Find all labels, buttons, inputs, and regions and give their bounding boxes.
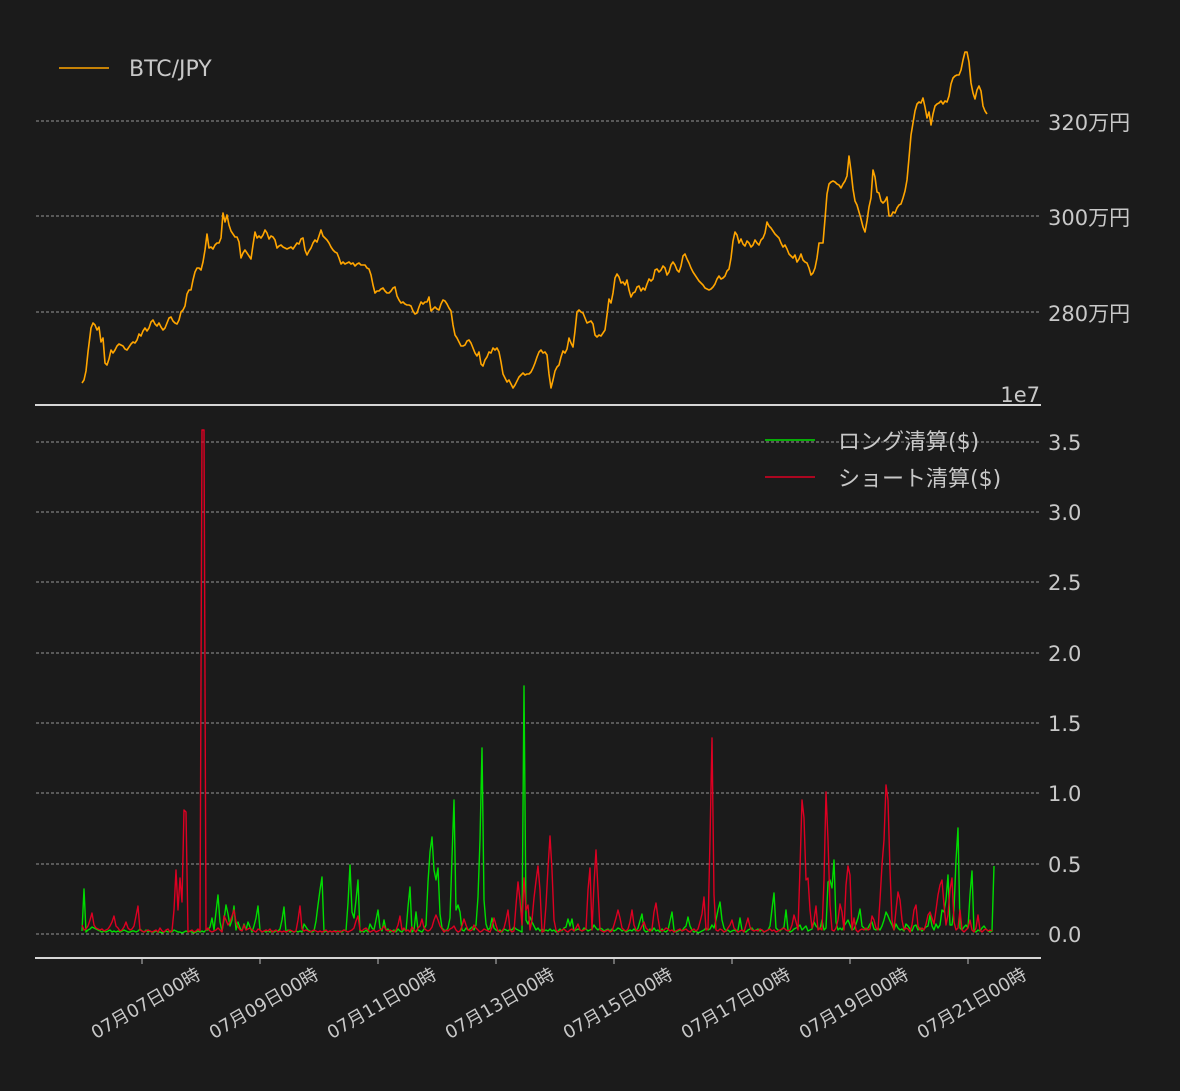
legend-short-label: ショート清算($) xyxy=(838,467,1001,492)
y-tick-3.0: 3.0 xyxy=(1048,501,1081,525)
x-tick-label: 07月13日00時 xyxy=(442,964,559,1044)
btc-price-line xyxy=(81,51,988,389)
x-tick-label: 07月09日00時 xyxy=(206,964,323,1044)
legend-long-label: ロング清算($) xyxy=(838,430,979,455)
y-tick-1.0: 1.0 xyxy=(1048,782,1081,806)
offset-text: 1e7 xyxy=(1000,383,1040,407)
y-tick-2.5: 2.5 xyxy=(1048,571,1081,595)
y-tick-280: 280万円 xyxy=(1048,302,1130,326)
y-tick-0.5: 0.5 xyxy=(1048,853,1081,877)
short-liquidation-line xyxy=(81,429,993,933)
liquidation-panel: 3.5 3.0 2.5 2.0 1.5 1.0 0.5 0.0 ロング清算($)… xyxy=(35,429,1081,1044)
x-tick-label: 07月21日00時 xyxy=(914,964,1031,1044)
y-tick-1.5: 1.5 xyxy=(1048,712,1081,736)
legend-btc-label: BTC/JPY xyxy=(129,57,212,82)
y-tick-0.0: 0.0 xyxy=(1048,923,1081,947)
x-ticks xyxy=(141,959,969,964)
x-tick-label: 07月07日00時 xyxy=(88,964,205,1044)
y-tick-3.5: 3.5 xyxy=(1048,431,1081,455)
y-tick-320: 320万円 xyxy=(1048,111,1130,135)
x-tick-label: 07月19日00時 xyxy=(796,964,913,1044)
x-tick-label: 07月17日00時 xyxy=(678,964,795,1044)
y-tick-2.0: 2.0 xyxy=(1048,642,1081,666)
y-tick-300: 300万円 xyxy=(1048,206,1130,230)
x-tick-label: 07月15日00時 xyxy=(560,964,677,1044)
long-liquidation-line xyxy=(81,685,995,934)
x-tick-labels: 07月07日00時 07月09日00時 07月11日00時 07月13日00時 … xyxy=(88,964,1031,1044)
price-legend: BTC/JPY xyxy=(59,57,212,82)
price-panel: 320万円 300万円 280万円 1e7 BTC/JPY xyxy=(35,51,1130,407)
liquidation-legend: ロング清算($) ショート清算($) xyxy=(765,430,1001,492)
x-tick-label: 07月11日00時 xyxy=(324,964,441,1044)
